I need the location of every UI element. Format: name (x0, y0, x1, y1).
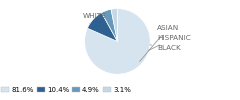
Text: WHITE: WHITE (83, 12, 107, 24)
Text: HISPANIC: HISPANIC (148, 35, 191, 50)
Wedge shape (87, 13, 117, 41)
Wedge shape (85, 9, 150, 74)
Wedge shape (111, 9, 117, 41)
Text: BLACK: BLACK (150, 45, 181, 51)
Wedge shape (102, 9, 117, 41)
Text: ASIAN: ASIAN (140, 25, 179, 62)
Legend: 81.6%, 10.4%, 4.9%, 3.1%: 81.6%, 10.4%, 4.9%, 3.1% (0, 84, 134, 96)
